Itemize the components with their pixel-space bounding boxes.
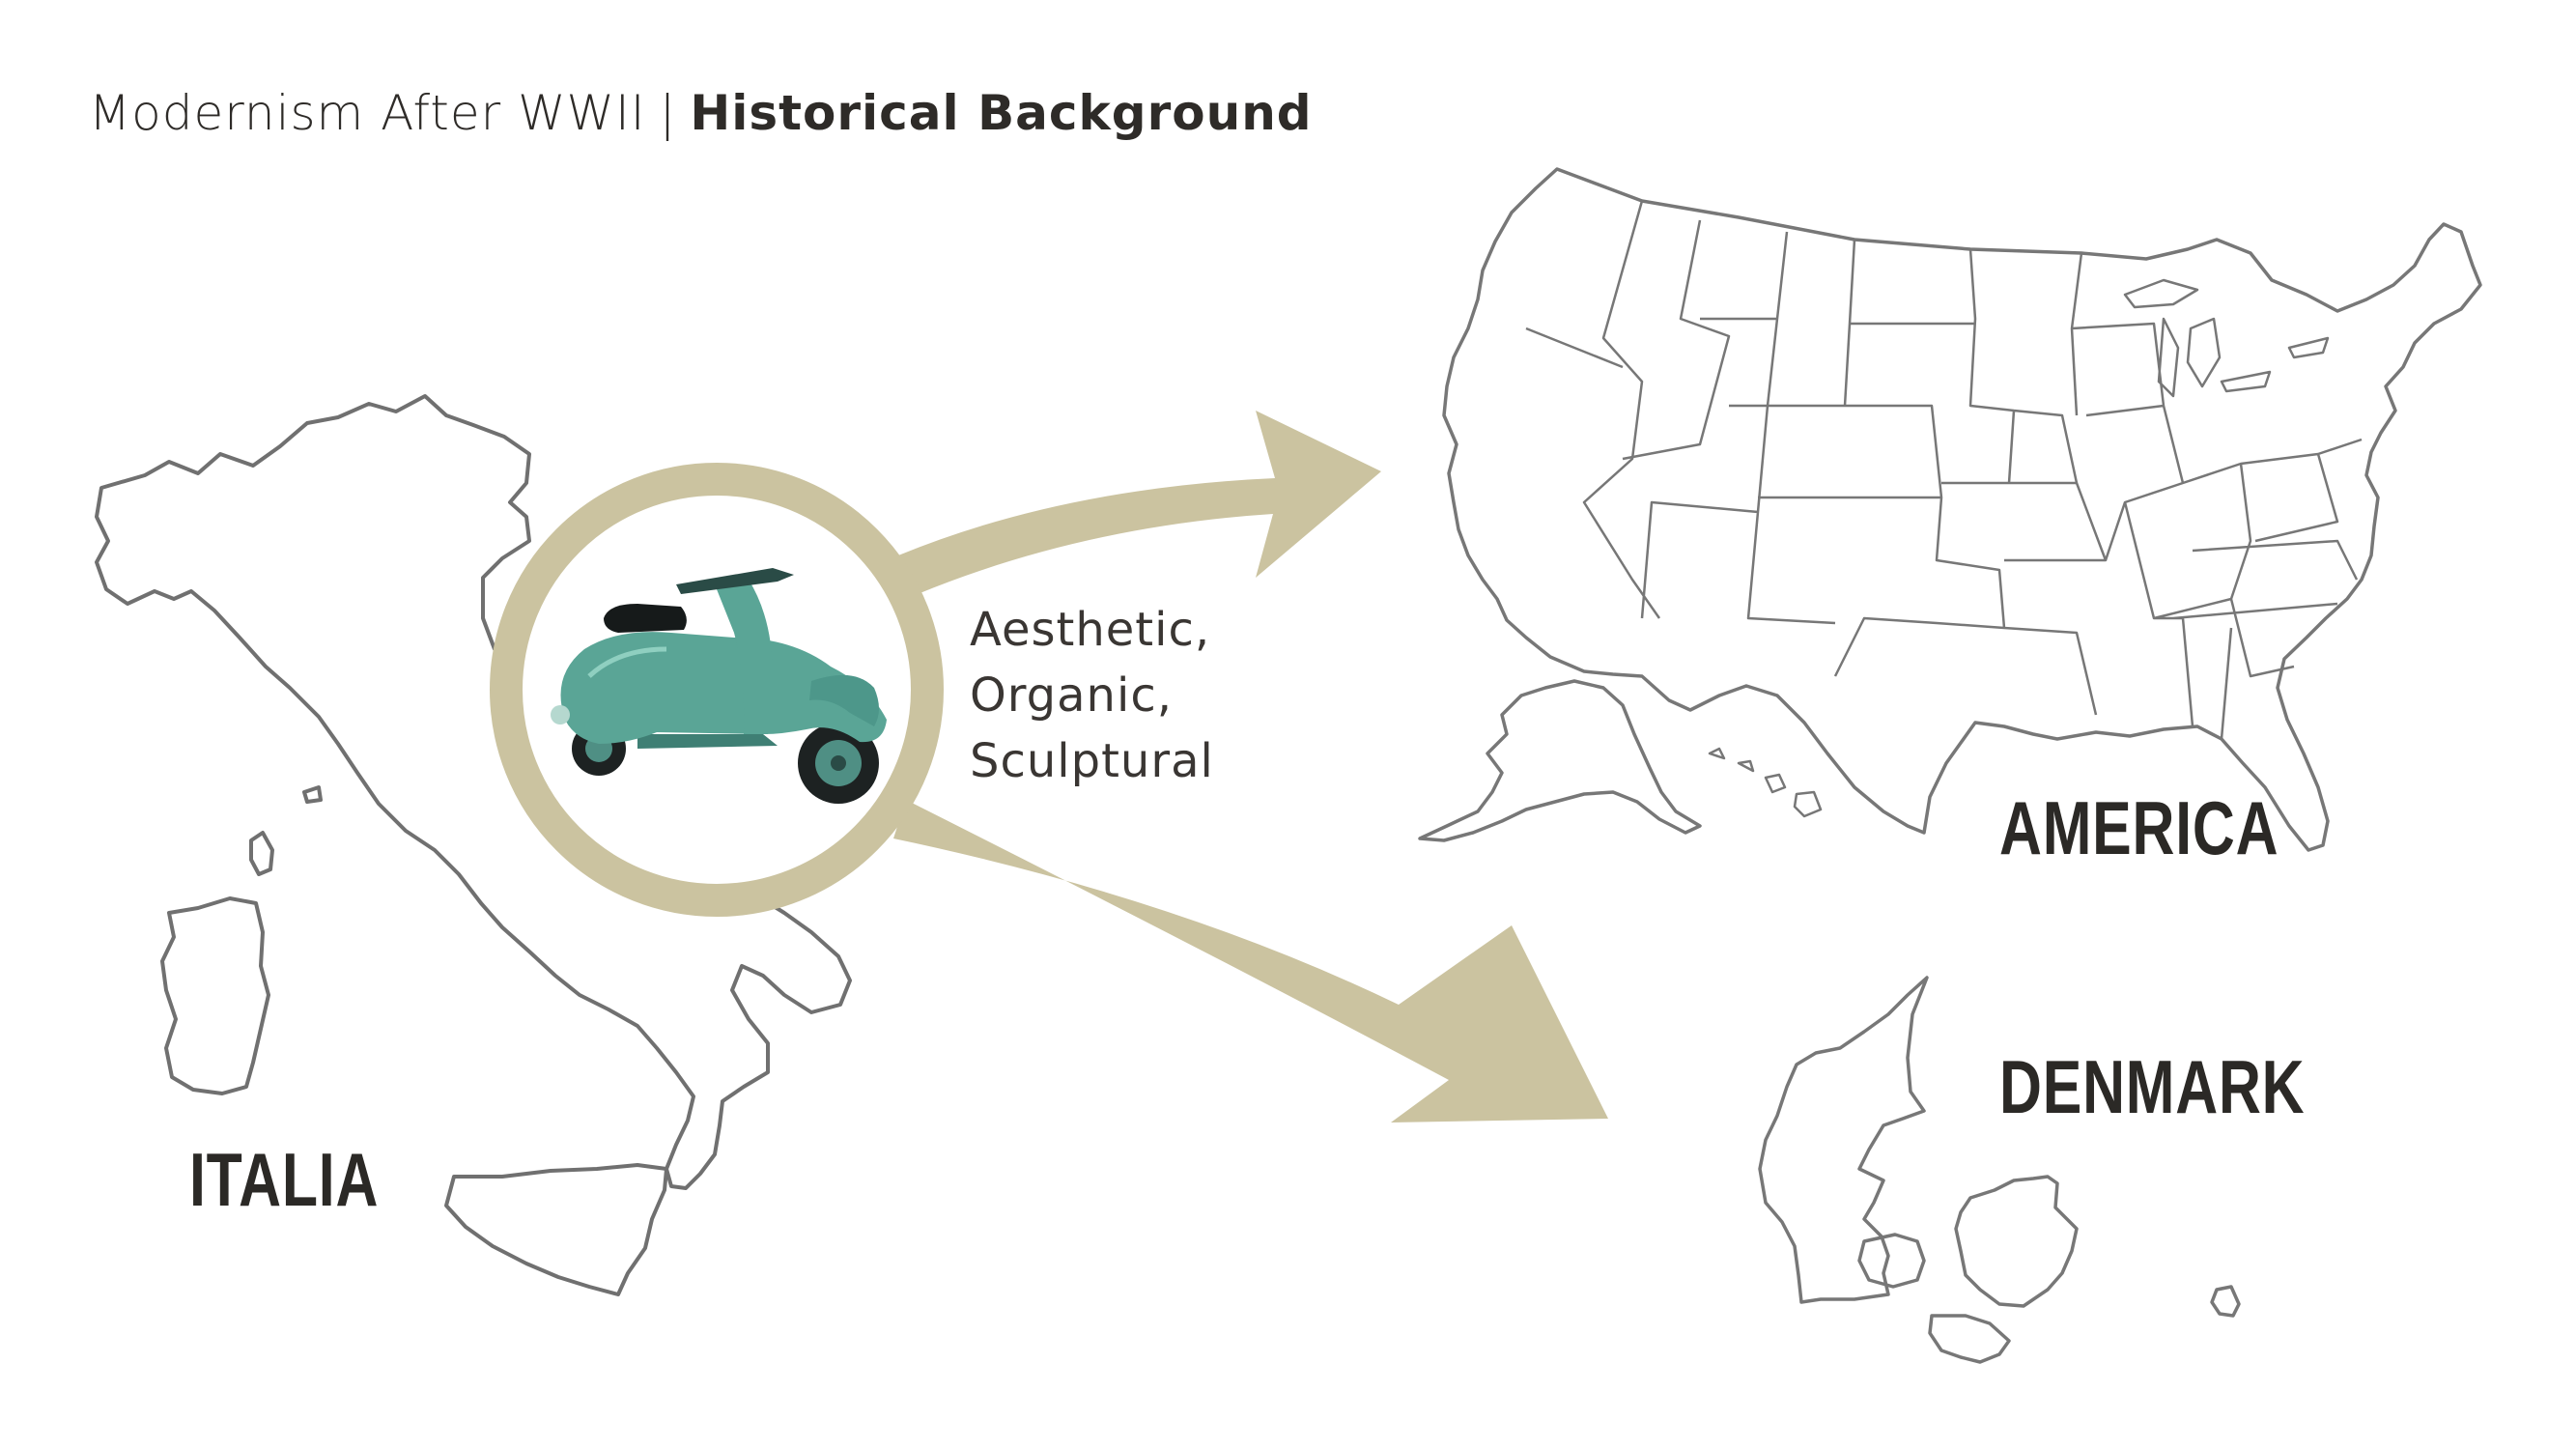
scooter-fender: [809, 674, 879, 726]
hawaii: [1708, 747, 1823, 818]
scooter-floorboard: [637, 734, 778, 749]
scooter-seat: [604, 604, 687, 633]
lolland-island: [1928, 1314, 2011, 1364]
vespa-scooter-image: [551, 568, 887, 804]
italy-mainland: [95, 394, 852, 1190]
title-separator: |: [659, 85, 677, 141]
italy-map: [95, 394, 852, 1296]
usa-state-lines: [1525, 200, 2363, 740]
trait-aesthetic: Aesthetic,: [970, 603, 1211, 657]
scooter-body: [560, 632, 887, 744]
label-america: AMERICA: [1999, 785, 2279, 870]
scooter-handlebar: [676, 568, 794, 594]
title-topic: Historical Background: [690, 85, 1313, 141]
arrow-to-america: [898, 411, 1381, 594]
funen-island: [1857, 1233, 1926, 1289]
great-lakes: [2123, 278, 2330, 398]
alaska: [1418, 679, 1702, 842]
sicily-island: [444, 1163, 668, 1296]
arrow-to-denmark: [893, 800, 1608, 1122]
page-title: Modernism After WWII | Historical Backgrou…: [89, 85, 1313, 141]
usa-contiguous: [1442, 167, 2482, 852]
label-italia: ITALIA: [189, 1137, 380, 1222]
scooter-rear-hub-center: [831, 755, 846, 771]
scooter-headlight: [551, 705, 570, 724]
label-denmark: DENMARK: [1999, 1044, 2306, 1129]
denmark-map: [1758, 976, 2241, 1364]
bornholm-island: [2210, 1285, 2241, 1318]
usa-map: [1418, 167, 2482, 852]
sardinia-island: [160, 896, 270, 1095]
corsica-island: [249, 831, 274, 876]
influence-arrows: [893, 411, 1608, 1122]
scooter-highlight: [587, 646, 667, 678]
jutland: [1758, 976, 1929, 1304]
trait-sculptural: Sculptural: [970, 734, 1214, 788]
elba-island: [302, 785, 323, 804]
scooter-leg-shield: [717, 580, 773, 734]
traits-list: Aesthetic, Organic, Sculptural: [970, 597, 1214, 794]
zealand-island: [1954, 1175, 2079, 1308]
trait-organic: Organic,: [970, 668, 1173, 723]
title-section: Modernism After WWII: [89, 85, 646, 141]
